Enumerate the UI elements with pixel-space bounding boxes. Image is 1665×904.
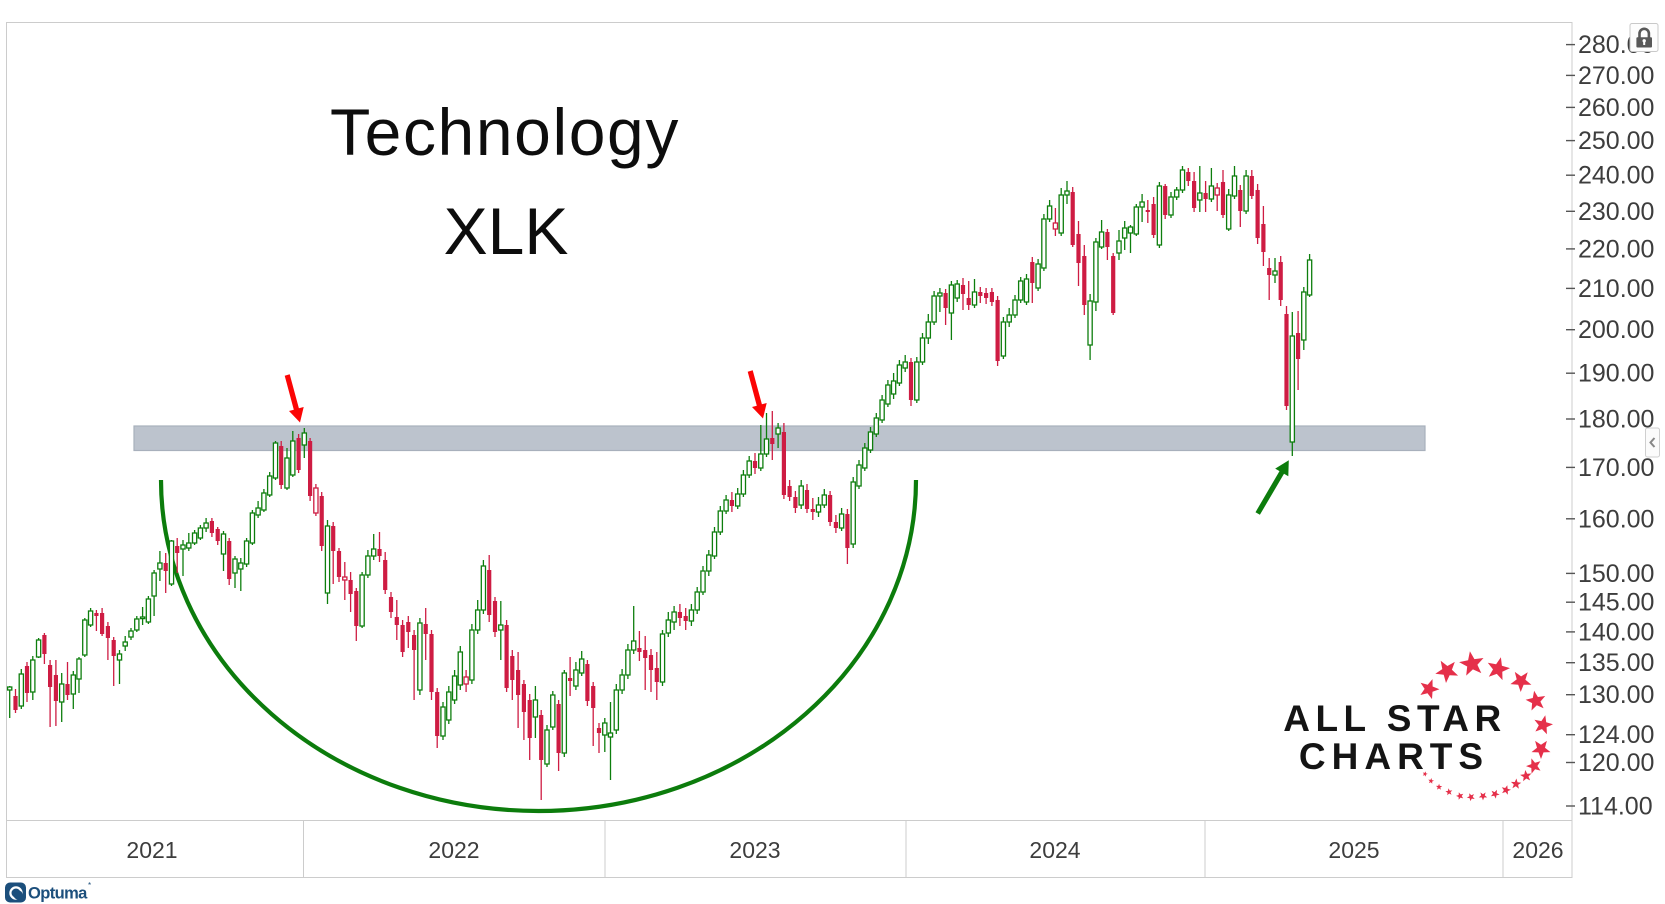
svg-text:220.00: 220.00 xyxy=(1578,235,1654,263)
svg-text:2026: 2026 xyxy=(1512,837,1563,863)
svg-text:250.00: 250.00 xyxy=(1578,127,1654,155)
svg-text:210.00: 210.00 xyxy=(1578,275,1654,303)
svg-text:2021: 2021 xyxy=(126,837,177,863)
svg-text:170.00: 170.00 xyxy=(1578,454,1654,482)
svg-text:2023: 2023 xyxy=(729,837,780,863)
svg-text:Technology: Technology xyxy=(330,95,680,169)
svg-text:230.00: 230.00 xyxy=(1578,198,1654,226)
svg-text:120.00: 120.00 xyxy=(1578,749,1654,777)
svg-text:240.00: 240.00 xyxy=(1578,162,1654,190)
svg-text:ALL STAR: ALL STAR xyxy=(1283,698,1507,739)
svg-text:2022: 2022 xyxy=(428,837,479,863)
svg-text:CHARTS: CHARTS xyxy=(1299,736,1489,777)
svg-text:135.00: 135.00 xyxy=(1578,649,1654,677)
svg-text:2024: 2024 xyxy=(1029,837,1080,863)
svg-text:2025: 2025 xyxy=(1328,837,1379,863)
svg-text:124.00: 124.00 xyxy=(1578,721,1654,749)
svg-text:140.00: 140.00 xyxy=(1578,618,1654,646)
svg-text:*: * xyxy=(88,881,91,890)
svg-text:180.00: 180.00 xyxy=(1578,406,1654,434)
svg-text:270.00: 270.00 xyxy=(1578,62,1654,90)
svg-text:260.00: 260.00 xyxy=(1578,94,1654,122)
svg-text:200.00: 200.00 xyxy=(1578,316,1654,344)
svg-text:XLK: XLK xyxy=(444,194,569,268)
svg-text:150.00: 150.00 xyxy=(1578,560,1654,588)
svg-text:130.00: 130.00 xyxy=(1578,681,1654,709)
svg-text:Optuma: Optuma xyxy=(28,885,88,903)
svg-text:145.00: 145.00 xyxy=(1578,589,1654,617)
svg-text:160.00: 160.00 xyxy=(1578,505,1654,533)
svg-text:114.00: 114.00 xyxy=(1578,793,1653,821)
svg-text:190.00: 190.00 xyxy=(1578,360,1654,388)
